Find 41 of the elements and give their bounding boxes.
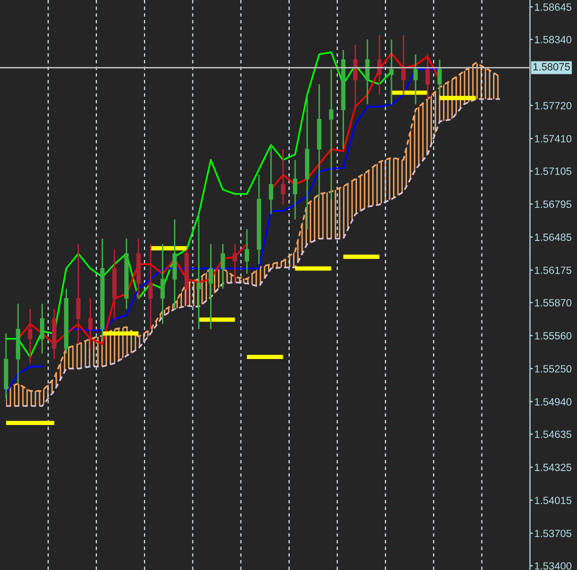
y-tick-label: 1.53400 <box>534 562 572 570</box>
candlestick <box>425 54 430 100</box>
candlestick <box>148 243 153 330</box>
y-tick-label: 1.57720 <box>534 102 572 110</box>
candlestick <box>40 302 44 354</box>
candlestick <box>389 38 394 106</box>
candlestick <box>244 228 250 275</box>
y-tick-label: 1.55560 <box>534 332 572 340</box>
candlestick <box>413 54 418 106</box>
candlestick <box>196 213 201 330</box>
candlestick <box>220 243 225 290</box>
candlestick <box>208 243 213 330</box>
y-tick-label: 1.55870 <box>534 299 572 306</box>
y-tick-label: 1.57105 <box>534 168 572 175</box>
line-series <box>5 51 392 358</box>
candlestick <box>401 34 406 96</box>
y-tick-label: 1.54015 <box>534 496 572 504</box>
candlestick <box>160 243 165 325</box>
y-tick-label: 1.56485 <box>534 234 572 241</box>
y-tick-label: 1.56795 <box>534 200 572 208</box>
candlestick <box>329 68 334 200</box>
y-tick-label: 1.57410 <box>534 135 572 142</box>
y-tick-label: 1.54325 <box>534 464 572 472</box>
candlestick <box>365 38 370 106</box>
y-tick-label: 1.54940 <box>534 398 572 406</box>
candlestick <box>353 44 358 110</box>
y-tick-label: 1.56175 <box>534 266 572 274</box>
candlestick <box>28 308 32 364</box>
y-tick-label: 1.54635 <box>534 430 572 438</box>
candlestick <box>292 159 298 220</box>
candlestick <box>280 148 286 206</box>
y-tick-label: 1.53705 <box>534 530 572 538</box>
y-tick-label: 1.58340 <box>534 36 572 44</box>
y-tick-label: 1.58645 <box>534 3 572 11</box>
candlestick <box>232 243 238 284</box>
y-tick-label: 1.55250 <box>534 365 572 373</box>
candlestick <box>76 243 80 345</box>
candlestick <box>268 144 274 215</box>
candlestick <box>88 298 92 350</box>
ref-line-label: 1.58075 <box>533 63 570 70</box>
candlestick <box>438 58 442 96</box>
